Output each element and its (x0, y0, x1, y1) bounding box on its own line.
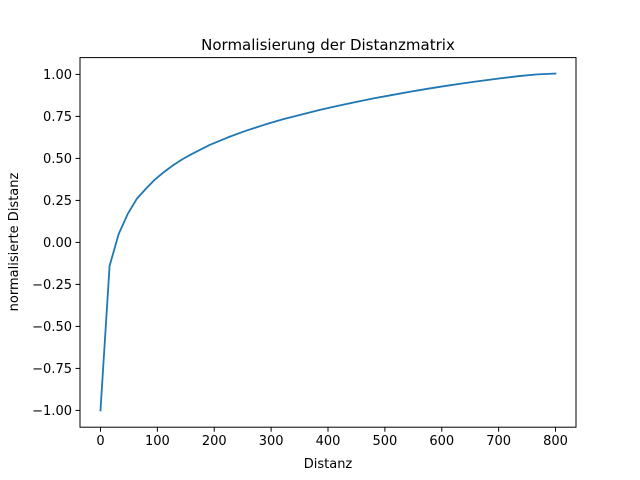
y-tick-label: −0.25 (32, 278, 72, 293)
plot-frame (79, 57, 577, 428)
line-layer (99, 72, 557, 412)
y-tick-label: −0.75 (32, 362, 72, 377)
y-tick-label: 0.25 (43, 194, 72, 209)
x-tick-label: 100 (145, 434, 170, 449)
x-tick-label: 700 (486, 434, 511, 449)
ticks-layer: 0 100 200 300 400 500 600 700 800 −1.00 −0.75 −0.50… (32, 68, 568, 449)
x-tick-label: 800 (543, 434, 568, 449)
x-tick-label: 300 (259, 434, 284, 449)
series-line (99, 72, 557, 412)
x-axis-label: Distanz (304, 457, 353, 472)
y-tick-label: 0.00 (43, 236, 72, 251)
x-tick-label: 500 (372, 434, 397, 449)
chart-title: Normalisierung der Distanzmatrix (201, 36, 455, 54)
x-tick-label: 200 (202, 434, 227, 449)
y-tick-label: 1.00 (43, 68, 72, 83)
y-tick-label: 0.50 (43, 152, 72, 167)
y-tick-label: −0.50 (32, 320, 72, 335)
x-tick-label: 0 (96, 434, 104, 449)
y-tick-label: 0.75 (43, 110, 72, 125)
y-tick-label: −1.00 (32, 404, 72, 419)
y-axis-label: normalisierte Distanz (7, 173, 22, 312)
x-tick-label: 400 (316, 434, 341, 449)
x-tick-label: 600 (429, 434, 454, 449)
